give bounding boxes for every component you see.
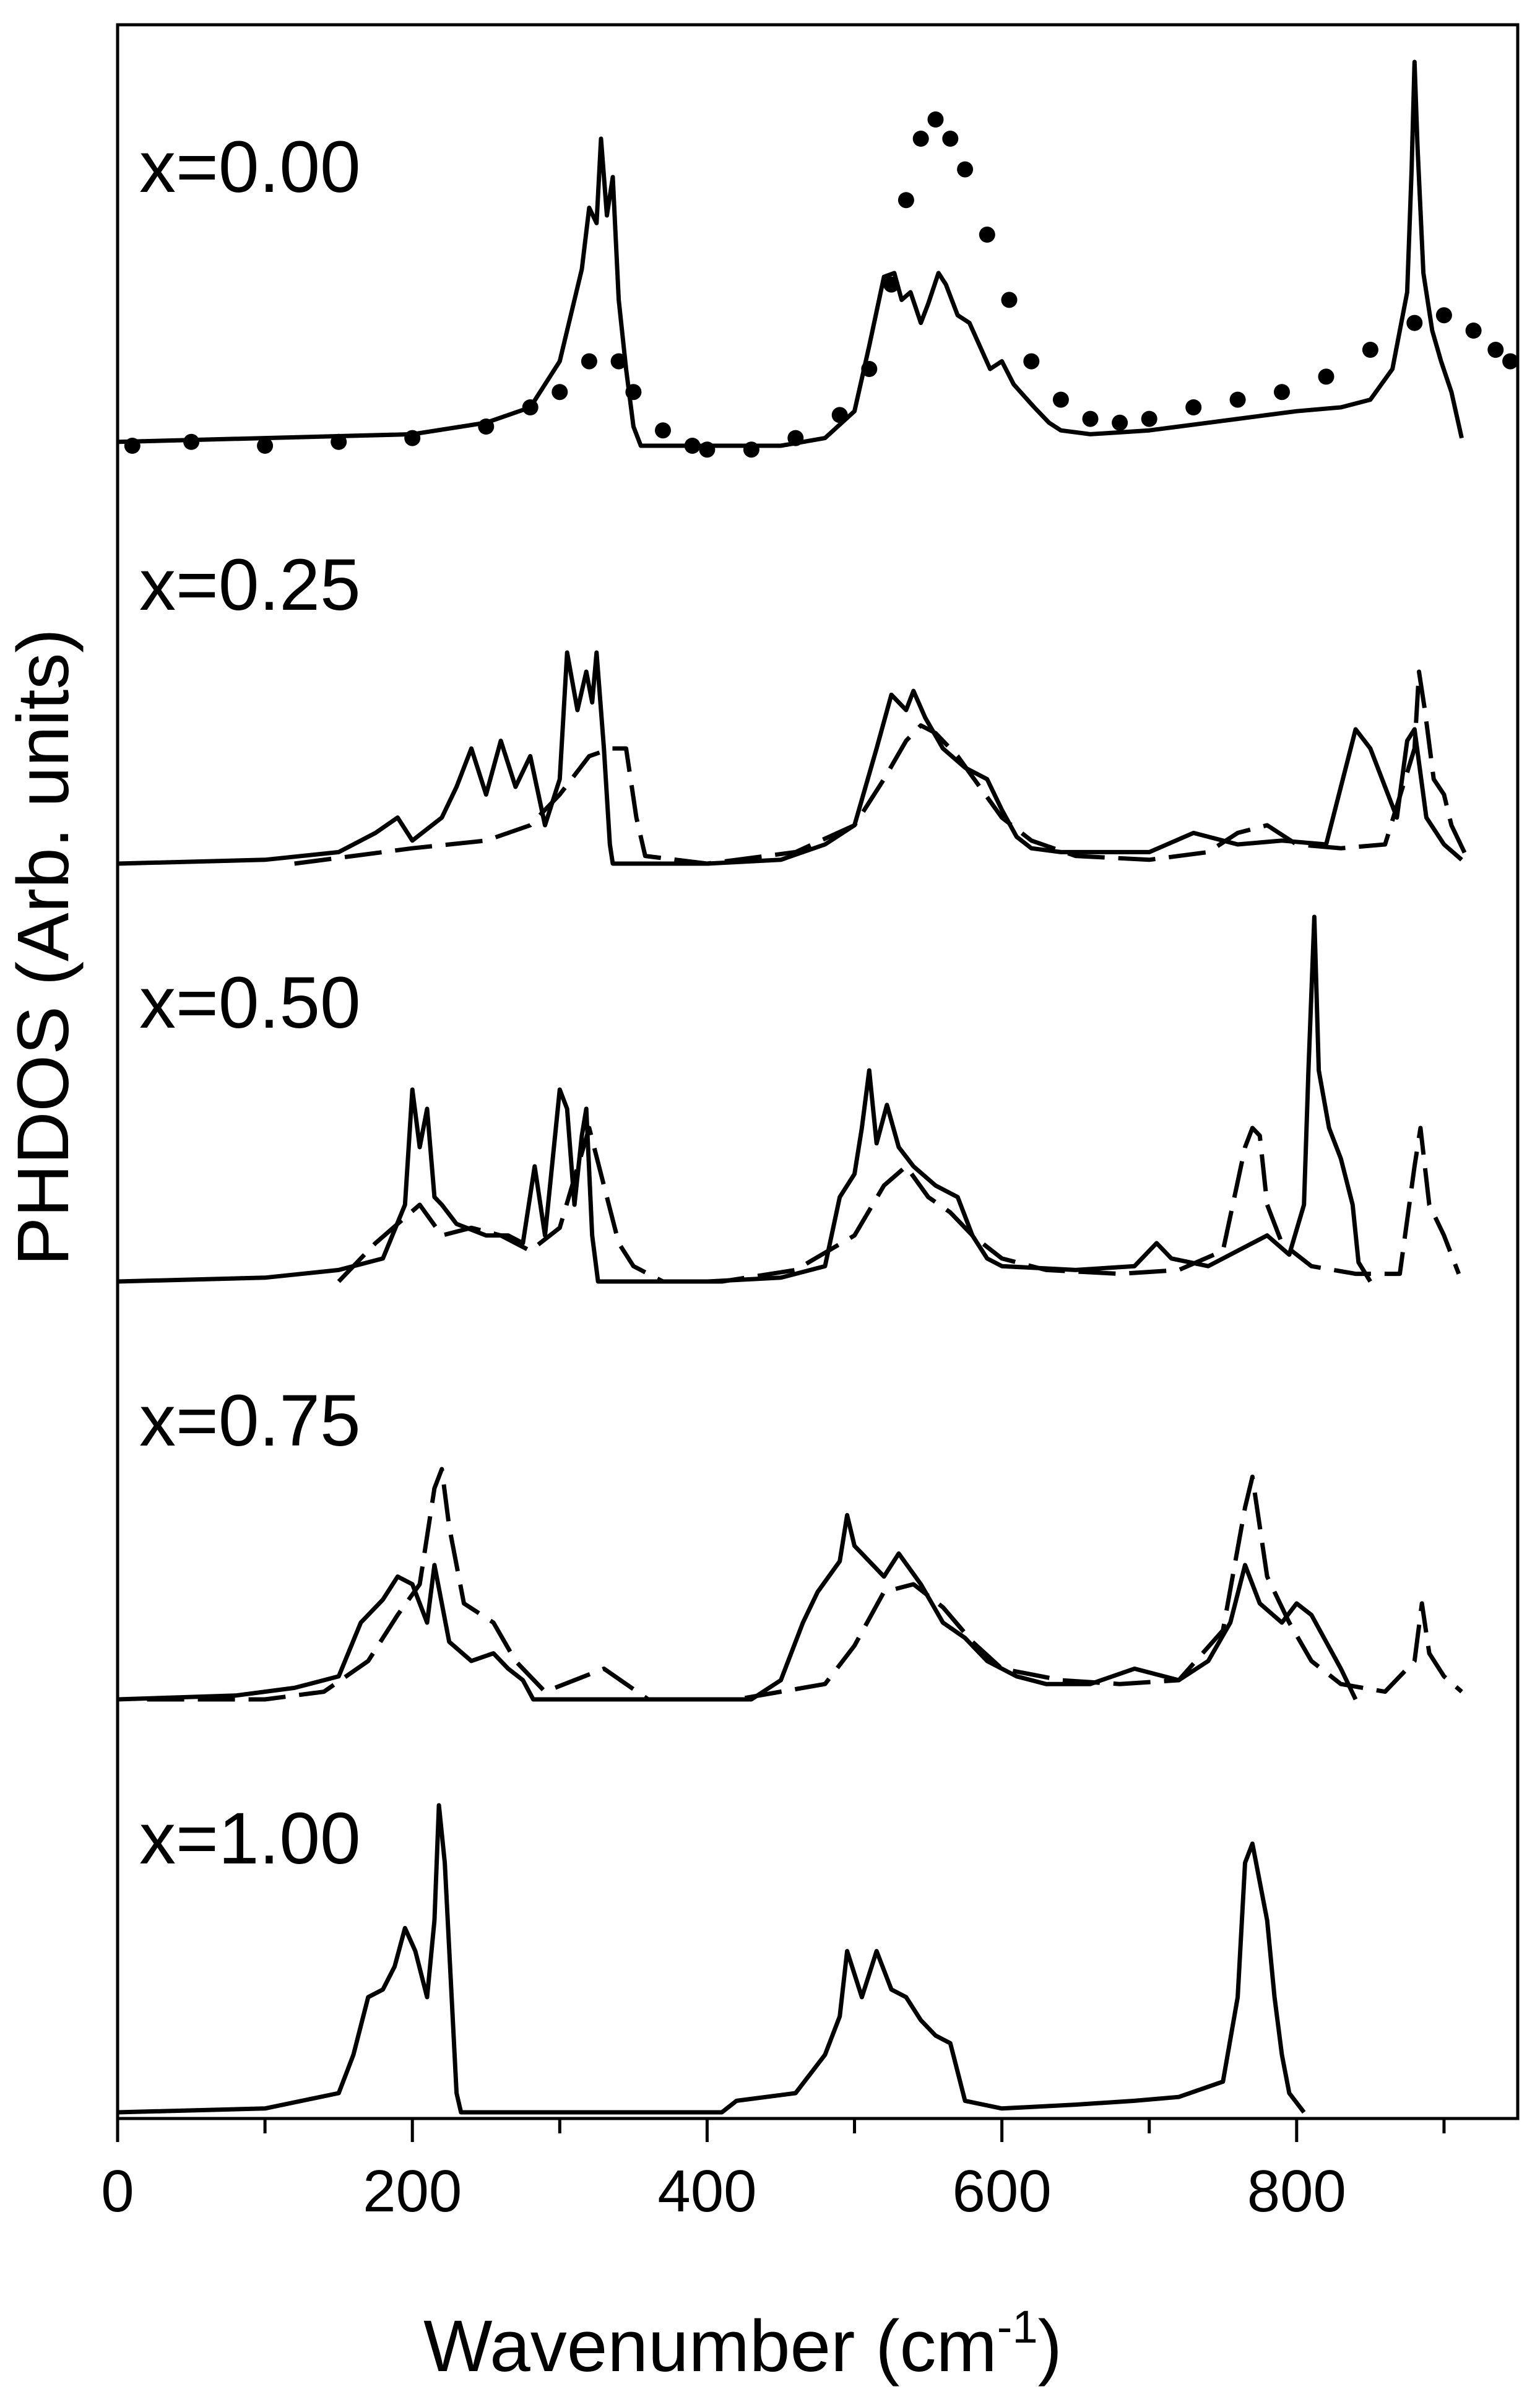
data-point	[912, 131, 929, 147]
data-point	[1052, 391, 1069, 408]
x-tick-label: 800	[1247, 2158, 1346, 2224]
data-point	[581, 353, 597, 370]
data-point	[927, 111, 944, 128]
data-point	[1274, 384, 1290, 401]
panel-label-layer: x=0.00 x=0.25 x=0.50 x=0.75 x=1.00	[139, 126, 361, 1880]
data-point	[1229, 391, 1246, 408]
data-point	[1465, 323, 1482, 339]
series-line-solid	[117, 1512, 1358, 1702]
panel-label: x=0.25	[139, 544, 361, 626]
panel-label: x=0.75	[139, 1380, 361, 1462]
data-point	[1141, 410, 1157, 427]
y-axis-title: PHDOS (Arb. units)	[2, 628, 84, 1265]
series-layer	[117, 59, 1519, 2115]
data-point	[183, 433, 200, 450]
data-point	[1487, 342, 1504, 358]
x-tick-label: 0	[101, 2158, 134, 2224]
data-point	[743, 441, 759, 458]
data-point	[898, 192, 914, 209]
data-point	[1502, 353, 1519, 370]
data-point	[124, 438, 141, 454]
x-tick-label: 600	[953, 2158, 1052, 2224]
panel-label: x=0.50	[139, 962, 361, 1044]
data-point	[787, 430, 804, 446]
series-line-dashed	[294, 669, 1468, 866]
data-point	[979, 227, 995, 243]
data-point	[522, 399, 539, 415]
data-point	[331, 433, 347, 450]
data-point	[257, 438, 274, 454]
data-point	[552, 384, 568, 401]
x-axis-title: Wavenumber (cm-1)	[423, 2301, 1062, 2387]
data-point	[655, 422, 671, 439]
data-point	[699, 441, 716, 458]
panel-label: x=0.00	[139, 126, 361, 208]
panel-label: x=1.00	[139, 1798, 361, 1880]
data-point	[861, 361, 878, 377]
x-axis-ticks: 0 200 400 600 800	[101, 2119, 1446, 2224]
data-point	[1112, 414, 1128, 431]
x-tick-label: 400	[657, 2158, 756, 2224]
x-tick-label: 200	[363, 2158, 462, 2224]
data-point	[478, 419, 495, 435]
data-point	[957, 161, 974, 178]
data-point	[1406, 314, 1423, 331]
data-point	[1362, 342, 1378, 358]
series-line-dashed	[147, 1467, 1463, 1702]
plot-frame	[116, 23, 1520, 2120]
data-point	[883, 276, 900, 293]
data-point	[610, 353, 627, 370]
series-line-solid	[117, 59, 1464, 448]
series-line-dashed	[337, 1125, 1461, 1284]
data-point	[1185, 399, 1202, 415]
series-line-solid	[117, 914, 1372, 1284]
data-point	[1318, 368, 1335, 385]
data-point	[831, 407, 848, 423]
data-point	[1435, 307, 1452, 324]
data-point	[625, 384, 642, 401]
data-point	[684, 438, 701, 454]
data-point	[942, 131, 959, 147]
data-point	[404, 430, 421, 446]
data-point	[1001, 292, 1018, 308]
data-point	[1023, 353, 1040, 370]
series-line-solid	[117, 650, 1463, 866]
series-line-solid	[117, 1803, 1306, 2115]
data-point	[1082, 410, 1099, 427]
